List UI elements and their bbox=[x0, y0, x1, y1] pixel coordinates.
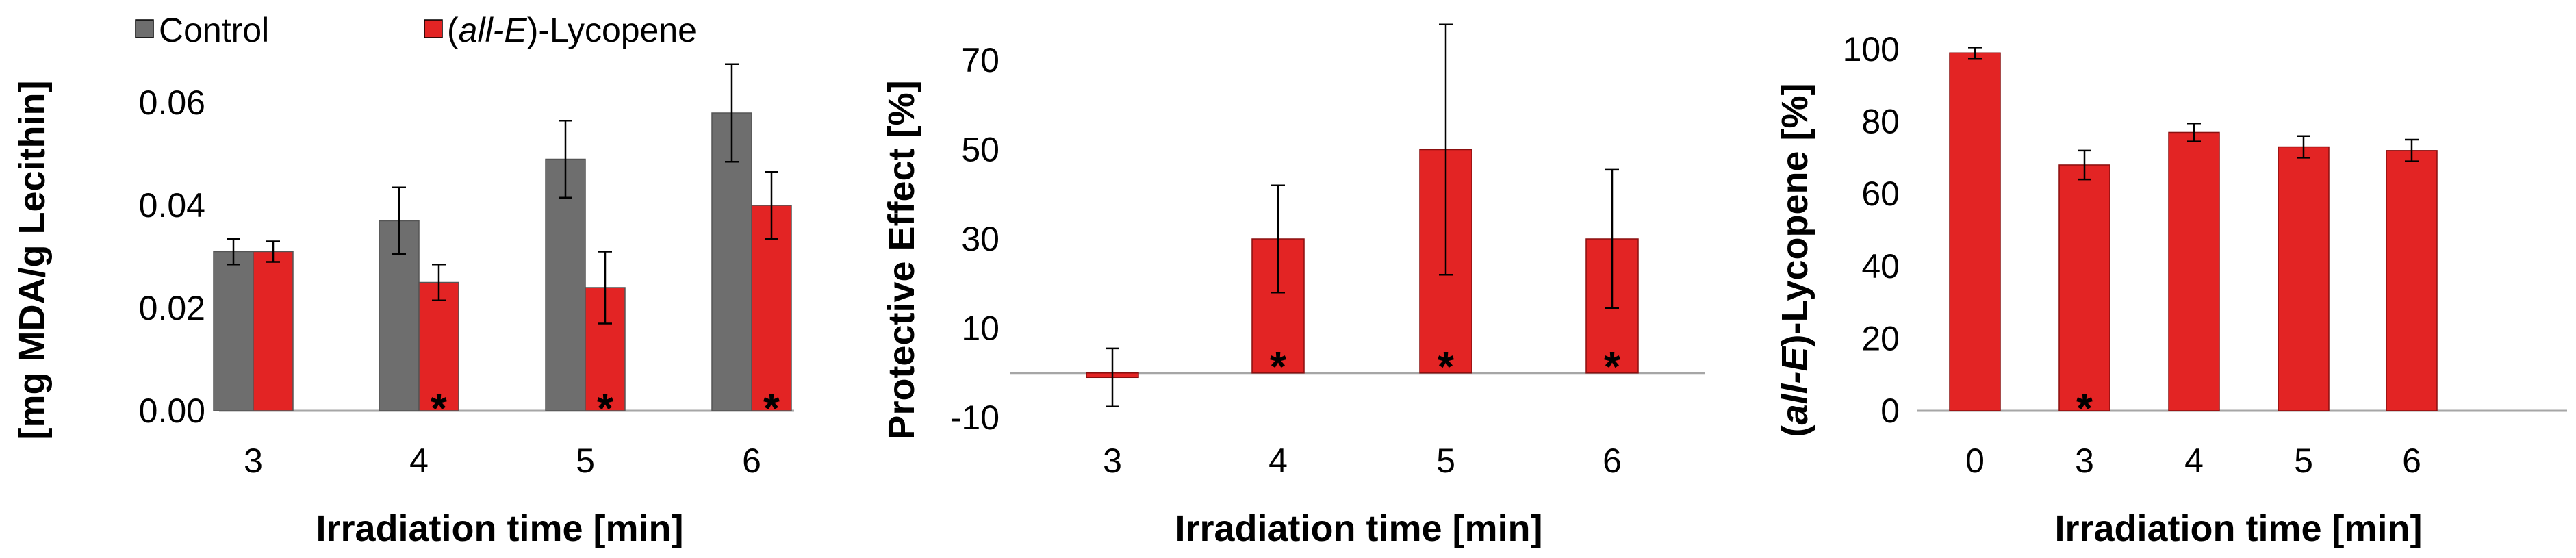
significance-marker: * bbox=[597, 385, 614, 433]
y-tick-label: 0.04 bbox=[139, 186, 205, 225]
panel-protective-effect: * * * -10 10 30 50 70 3 4 5 6 Irradiation time [mi… bbox=[881, 23, 1705, 549]
panel-lycopene-percent: * 0 20 40 60 80 100 0 3 4 5 6 Irradiation time [mi… bbox=[1774, 30, 2567, 549]
legend-swatch-lycopene bbox=[424, 19, 443, 38]
x-tick-label: 6 bbox=[2402, 442, 2421, 480]
bar bbox=[418, 281, 459, 411]
legend-swatch-control bbox=[135, 19, 154, 38]
significance-marker: * bbox=[763, 385, 780, 433]
x-tick-label: 5 bbox=[576, 442, 595, 480]
significance-marker: * bbox=[1438, 344, 1455, 391]
y-title-prefix: ( bbox=[1774, 425, 1815, 437]
legend-label-lycopene: (all-E)-Lycopene bbox=[447, 11, 697, 49]
x-tick-label: 3 bbox=[1103, 442, 1122, 480]
y-title-suffix: )-Lycopene [%] bbox=[1774, 83, 1815, 346]
x-tick-label: 4 bbox=[1268, 442, 1288, 480]
y-tick-label: 60 bbox=[1861, 175, 1900, 213]
significance-marker: * bbox=[431, 385, 448, 433]
bar bbox=[2278, 146, 2330, 411]
y-title-italic: all-E bbox=[1774, 346, 1815, 425]
x-tick-label: 3 bbox=[244, 442, 263, 480]
bar bbox=[1251, 238, 1305, 374]
legend-label-control: Control bbox=[159, 11, 269, 49]
significance-marker: * bbox=[1604, 344, 1621, 391]
x-tick-label: 5 bbox=[1436, 442, 1455, 480]
y-tick-label: 0 bbox=[1880, 392, 1900, 430]
y-tick-label: 70 bbox=[961, 41, 999, 79]
y-tick-label: 20 bbox=[1861, 319, 1900, 357]
x-axis-title: Irradiation time [min] bbox=[1175, 508, 1542, 549]
y-tick-label: 80 bbox=[1861, 103, 1900, 141]
bar bbox=[545, 158, 586, 411]
y-tick-label: -10 bbox=[950, 398, 999, 437]
bar bbox=[1949, 52, 2001, 411]
y-tick-label: 0.00 bbox=[139, 392, 205, 430]
y-tick-label: 30 bbox=[961, 220, 999, 258]
panel-mda-lecithin: * * * 0.00 0.02 0.04 0.06 3 4 5 6 Irradiation tim… bbox=[12, 63, 794, 549]
y-tick-label: 10 bbox=[961, 309, 999, 348]
x-axis-title: Irradiation time [min] bbox=[316, 508, 683, 549]
x-tick-label: 6 bbox=[1603, 442, 1622, 480]
legend-lycopene-suffix: )-Lycopene bbox=[527, 11, 697, 49]
y-axis-title: (all-E)-Lycopene [%] bbox=[1774, 83, 1815, 437]
bar bbox=[213, 251, 254, 411]
y-axis-title: Protective Effect [%] bbox=[881, 80, 922, 440]
legend-lycopene-prefix: ( bbox=[447, 11, 459, 49]
x-tick-label: 3 bbox=[2075, 442, 2094, 480]
bar bbox=[2168, 131, 2220, 411]
x-tick-label: 4 bbox=[2184, 442, 2204, 480]
y-tick-label: 50 bbox=[961, 131, 999, 169]
bar bbox=[253, 251, 294, 411]
x-tick-label: 0 bbox=[1965, 442, 1985, 480]
significance-marker: * bbox=[1270, 344, 1287, 391]
y-axis-title: [mg MDA/g Lecithin] bbox=[12, 81, 53, 440]
bar bbox=[2058, 164, 2110, 411]
y-tick-label: 0.02 bbox=[139, 289, 205, 327]
x-tick-label: 4 bbox=[409, 442, 429, 480]
x-tick-label: 5 bbox=[2294, 442, 2313, 480]
significance-marker: * bbox=[2076, 385, 2093, 433]
legend-lycopene-italic: all-E bbox=[459, 11, 528, 49]
y-tick-label: 0.06 bbox=[139, 84, 205, 122]
x-tick-label: 6 bbox=[742, 442, 761, 480]
legend: Control (all-E)-Lycopene bbox=[135, 11, 697, 49]
x-axis-title: Irradiation time [min] bbox=[2054, 508, 2422, 549]
y-tick-label: 100 bbox=[1843, 30, 1900, 68]
bar bbox=[2386, 150, 2438, 411]
y-tick-label: 40 bbox=[1861, 247, 1900, 286]
bar bbox=[711, 112, 752, 411]
